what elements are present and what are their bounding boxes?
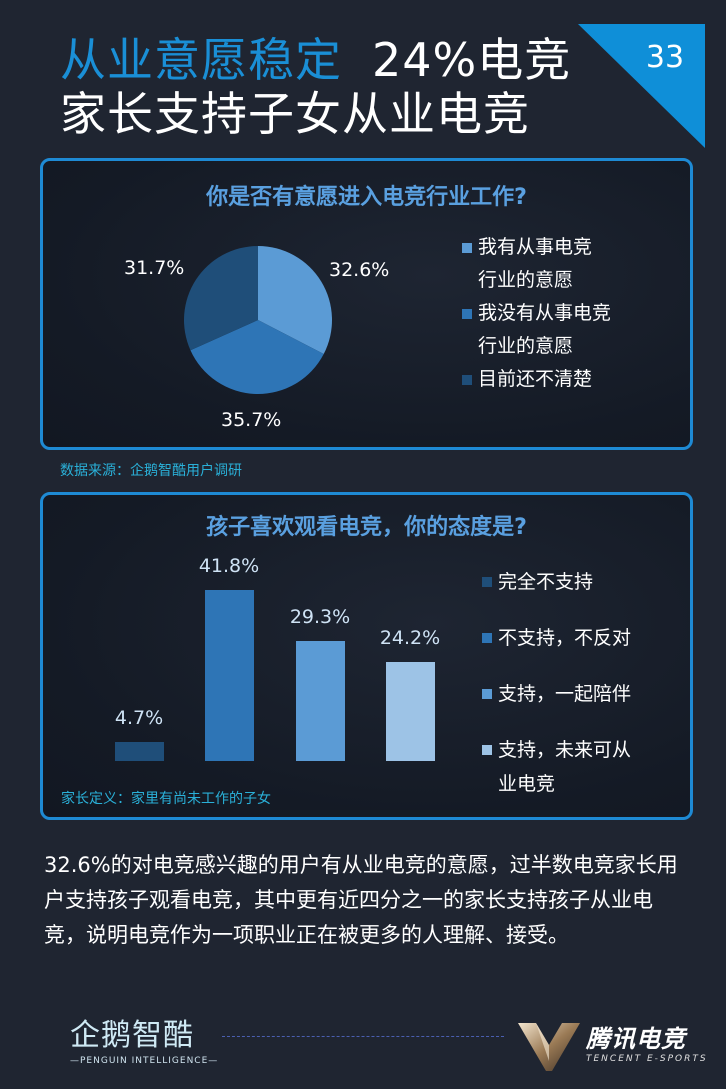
tencent-esports-en: TENCENT E-SPORTS [586, 1054, 708, 1064]
pie-slice [184, 246, 258, 351]
tencent-esports-logo: 腾讯电竞 TENCENT E-SPORTS [518, 1017, 708, 1071]
legend-swatch-icon [462, 243, 472, 253]
legend-swatch-icon [462, 375, 472, 385]
bar-chart-title: 孩子喜欢观看电竞，你的态度是? [206, 515, 527, 540]
bar-support-accompany [296, 641, 345, 761]
bar-label: 41.8% [198, 555, 260, 577]
legend-item-no: 我没有从事电竞 行业的意愿 [462, 297, 611, 363]
tencent-esports-cn: 腾讯电竞 [586, 1025, 686, 1053]
bar-label: 4.7% [114, 707, 164, 729]
legend-item-accompany: 支持，一起陪伴 [482, 677, 631, 711]
logo-en: —PENGUIN INTELLIGENCE— [70, 1056, 219, 1066]
logo-cn: 企鹅智酷 [70, 1018, 194, 1053]
title-rest: 24%电竞 [372, 33, 572, 87]
bar-neutral [205, 590, 254, 761]
bar-legend: 完全不支持 不支持，不反对 支持，一起陪伴 支持，未来可从 业电竞 [482, 565, 631, 801]
bar-support-career [386, 662, 435, 761]
legend-swatch-icon [482, 745, 492, 755]
title-accent: 从业意愿稳定 [60, 33, 342, 87]
source-note: 数据来源：企鹅智酷用户调研 [60, 463, 242, 479]
bar-chart-panel: 孩子喜欢观看电竞，你的态度是? 4.7% 41.8% 29.3% 24.2% 完… [40, 492, 693, 820]
legend-swatch-icon [482, 577, 492, 587]
legend-item-career: 支持，未来可从 业电竞 [482, 733, 631, 801]
legend-item-not-support: 完全不支持 [482, 565, 631, 599]
pie-label-no: 35.7% [221, 409, 282, 431]
pie-slice [258, 246, 332, 355]
title-line2: 家长支持子女从业电竞 [60, 87, 530, 141]
bar-label: 24.2% [379, 627, 441, 649]
legend-item-yes: 我有从事电竞 行业的意愿 [462, 231, 611, 297]
pie-legend: 我有从事电竞 行业的意愿 我没有从事电竞 行业的意愿 目前还不清楚 [462, 231, 611, 396]
pie-chart [184, 246, 332, 395]
footer-divider [222, 1036, 504, 1037]
page-number: 33 [645, 40, 685, 75]
legend-swatch-icon [482, 689, 492, 699]
legend-swatch-icon [482, 633, 492, 643]
legend-swatch-icon [462, 309, 472, 319]
bar-not-support-at-all [115, 742, 164, 761]
penguin-intelligence-logo: 企鹅智酷 —PENGUIN INTELLIGENCE— [70, 1010, 218, 1066]
pie-label-unsure: 31.7% [124, 257, 185, 279]
v-logo-icon [518, 1023, 580, 1071]
title-line1: 从业意愿稳定 24%电竞 [60, 32, 571, 88]
summary-paragraph: 32.6%的对电竞感兴趣的用户有从业电竞的意愿，过半数电竞家长用户支持孩子观看电… [44, 853, 678, 947]
legend-item-unsure: 目前还不清楚 [462, 363, 611, 396]
legend-item-neutral: 不支持，不反对 [482, 621, 631, 655]
pie-chart-panel: 你是否有意愿进入电竞行业工作? 32.6% 35.7% 31.7% 我有从事电竞… [40, 158, 693, 450]
bar-label: 29.3% [289, 606, 351, 628]
pie-slice [190, 320, 324, 395]
pie-chart-title: 你是否有意愿进入电竞行业工作? [206, 185, 527, 210]
definition-note: 家长定义：家里有尚未工作的子女 [61, 791, 271, 807]
pie-label-yes: 32.6% [329, 259, 390, 281]
